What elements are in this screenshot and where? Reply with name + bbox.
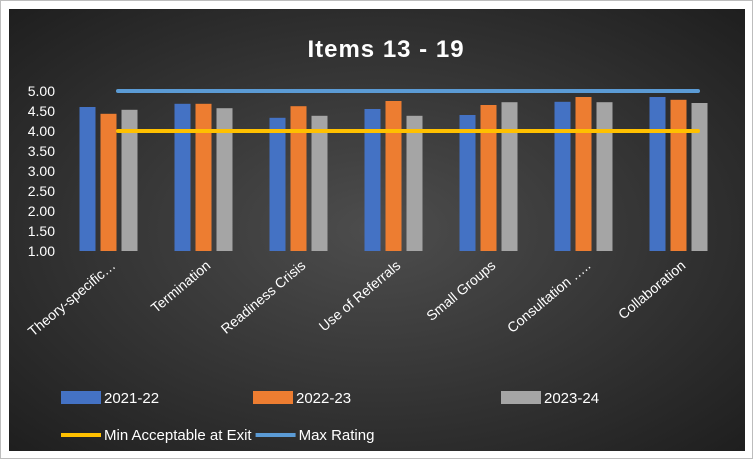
legend-swatch	[501, 391, 541, 404]
bar-2022-23	[670, 99, 687, 251]
y-tick-label: 2.50	[28, 183, 55, 199]
bar-2021-22	[554, 101, 571, 251]
bar-2022-23	[290, 106, 307, 251]
y-tick-label: 1.50	[28, 223, 55, 239]
bar-2021-22	[79, 107, 96, 251]
bar-2021-22	[649, 97, 666, 251]
y-tick-label: 1.00	[28, 243, 55, 259]
y-tick-label: 5.00	[28, 83, 55, 99]
bar-2021-22	[269, 117, 286, 251]
bar-2022-23	[575, 97, 592, 251]
y-tick-label: 3.50	[28, 143, 55, 159]
legend-swatch	[61, 391, 101, 404]
y-tick-label: 3.00	[28, 163, 55, 179]
bar-2022-23	[100, 113, 117, 251]
legend: 2021-22 2022-23 2023-24 Min Acceptable at E…	[61, 390, 599, 444]
bar-2021-22	[364, 109, 381, 251]
y-tick-label: 2.00	[28, 203, 55, 219]
bar-2022-23	[195, 103, 212, 251]
bar-2023-24	[691, 103, 708, 251]
bar-2021-22	[174, 103, 191, 251]
y-tick-label: 4.00	[28, 123, 55, 139]
bar-2021-22	[459, 115, 476, 251]
bar-2023-24	[121, 109, 138, 251]
bar-2023-24	[216, 108, 233, 251]
chart-title: Items 13 - 19	[307, 36, 464, 63]
bar-2023-24	[501, 102, 518, 251]
legend-label: 2022-23	[296, 390, 351, 407]
y-tick-label: 4.50	[28, 103, 55, 119]
bar-2023-24	[596, 102, 613, 251]
legend-label: Min Acceptable at Exit	[104, 427, 252, 444]
legend-label: 2023-24	[544, 390, 599, 407]
bar-2023-24	[406, 115, 423, 251]
legend-swatch	[253, 391, 293, 404]
bar-2022-23	[480, 105, 497, 251]
bar-2023-24	[311, 115, 328, 251]
legend-label: Max Rating	[299, 427, 375, 444]
legend-label: 2021-22	[104, 390, 159, 407]
bar-2022-23	[385, 101, 402, 251]
